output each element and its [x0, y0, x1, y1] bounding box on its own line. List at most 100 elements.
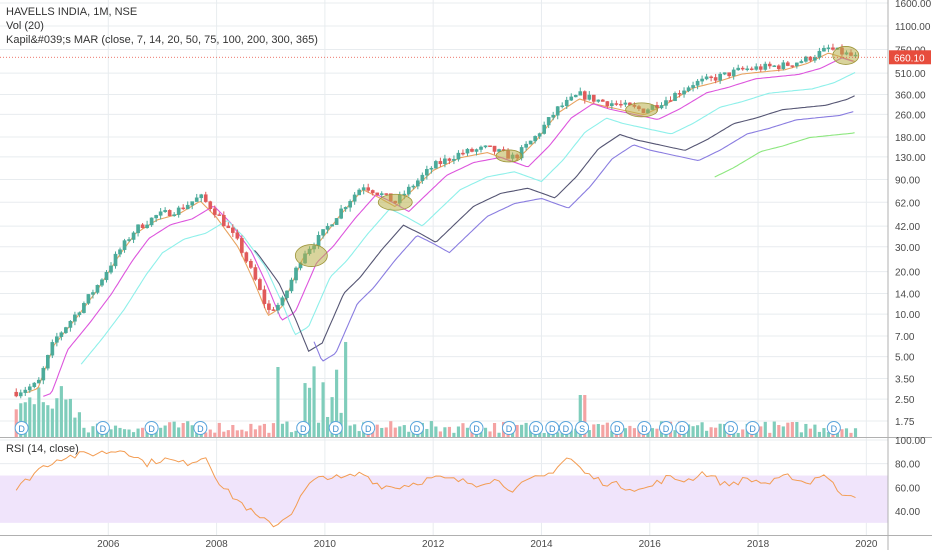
- dividend-marker[interactable]: D: [95, 421, 110, 435]
- symbol-title[interactable]: HAVELLS INDIA, 1M, NSE: [6, 6, 137, 18]
- dividend-marker[interactable]: D: [144, 421, 159, 435]
- candle-body: [267, 303, 271, 310]
- highlight-ellipse: [625, 102, 659, 118]
- dividend-marker[interactable]: D: [826, 421, 841, 435]
- candle-body: [194, 197, 199, 202]
- ma-line-ma-75: [254, 95, 855, 352]
- candle-body: [492, 145, 497, 152]
- volume-bar: [258, 425, 262, 437]
- candle-body: [578, 91, 583, 96]
- volume-bar: [235, 430, 239, 437]
- volume-bar: [122, 429, 127, 437]
- candle-body: [682, 90, 686, 95]
- time-tick-label: 2006: [97, 539, 120, 550]
- candle-body: [528, 140, 533, 145]
- dividend-marker[interactable]: D: [328, 421, 343, 435]
- volume-bar: [208, 429, 212, 437]
- candle-body: [68, 321, 73, 328]
- dividend-marker-circle: [409, 421, 424, 435]
- candle-body: [244, 252, 249, 262]
- candle-body: [208, 201, 213, 209]
- candle-body: [700, 78, 704, 82]
- volume-bar: [470, 430, 474, 437]
- candle-body: [749, 68, 754, 71]
- volume-bar: [696, 425, 700, 437]
- dividend-marker-circle: [659, 421, 673, 435]
- volume-bar: [204, 432, 208, 437]
- dividend-marker[interactable]: D: [745, 421, 760, 435]
- dividend-marker[interactable]: D: [659, 421, 673, 435]
- volume-bar: [781, 426, 785, 437]
- candle-body: [91, 292, 95, 295]
- dividend-marker-label: D: [18, 424, 25, 434]
- volume-bars: [14, 341, 858, 437]
- ma-line-ma-100: [313, 111, 854, 362]
- volume-bar: [452, 432, 456, 437]
- dividend-marker[interactable]: D: [361, 421, 376, 435]
- candle-body: [591, 94, 596, 102]
- candle-body: [727, 72, 732, 77]
- dividend-marker[interactable]: D: [529, 421, 544, 435]
- volume-bar: [700, 422, 704, 437]
- candle-body: [370, 190, 375, 194]
- volume-bar: [226, 430, 230, 437]
- candle-body: [790, 65, 795, 67]
- dividend-marker[interactable]: D: [501, 421, 516, 435]
- candle-body: [799, 61, 804, 64]
- dividend-marker[interactable]: D: [637, 421, 652, 435]
- volume-legend[interactable]: Vol (20): [6, 20, 44, 32]
- volume-bar: [714, 427, 718, 437]
- candle-body: [158, 211, 163, 216]
- volume-bar: [32, 404, 36, 437]
- candle-body: [582, 91, 587, 100]
- candle-body: [804, 56, 808, 62]
- price-tick-label: 42.00: [895, 222, 920, 233]
- candle-body: [614, 103, 619, 105]
- price-axis[interactable]: 1600.001100.00750.00510.00360.00260.0018…: [895, 0, 932, 428]
- dividend-marker[interactable]: D: [296, 421, 311, 435]
- volume-bar: [826, 432, 831, 437]
- time-tick-label: 2014: [530, 539, 553, 550]
- volume-bar: [596, 423, 600, 437]
- split-marker-label: S: [579, 424, 585, 434]
- candle-body: [136, 224, 140, 234]
- candle-body: [731, 69, 736, 77]
- candle-body: [384, 193, 389, 195]
- symbol-title-text: HAVELLS INDIA, 1M, NSE: [6, 6, 138, 18]
- time-axis[interactable]: 2006 2008 2010 2012 2014 2016 2018 2020: [97, 539, 878, 550]
- price-tick-label: 5.00: [895, 353, 915, 364]
- candle-body: [140, 224, 145, 229]
- dividend-marker[interactable]: D: [558, 421, 573, 435]
- candle-body: [226, 225, 231, 229]
- dividend-marker[interactable]: D: [469, 421, 484, 435]
- volume-bar: [515, 424, 519, 437]
- dividend-marker-label: D: [728, 424, 735, 434]
- candle-body: [41, 367, 46, 381]
- candle-body: [718, 73, 722, 81]
- volume-bar: [813, 424, 817, 437]
- dividend-marker[interactable]: D: [545, 421, 560, 435]
- dividend-marker-circle: [558, 421, 573, 435]
- price-tick-label: 360.00: [895, 90, 926, 101]
- volume-bar: [853, 428, 858, 437]
- volume-bar: [307, 387, 312, 437]
- dividend-marker[interactable]: D: [14, 421, 29, 435]
- candle-body: [596, 99, 601, 102]
- candle-body: [488, 145, 492, 147]
- dividend-marker-label: D: [641, 424, 648, 434]
- volume-bar: [772, 421, 776, 437]
- dividend-marker[interactable]: D: [409, 421, 424, 435]
- dividend-marker[interactable]: D: [193, 421, 208, 435]
- volume-bar: [556, 432, 560, 437]
- split-marker[interactable]: S: [575, 421, 590, 435]
- dividend-marker[interactable]: D: [610, 421, 625, 435]
- volume-bar: [55, 398, 59, 437]
- candle-body: [664, 100, 668, 106]
- rsi-legend[interactable]: RSI (14, close): [6, 443, 79, 455]
- dividend-marker[interactable]: D: [723, 421, 738, 435]
- mar-legend[interactable]: Kapil&#039;s MAR (close, 7, 14, 20, 50, …: [6, 34, 318, 46]
- dividend-marker[interactable]: D: [675, 421, 690, 435]
- dividend-markers[interactable]: D D D D D D D D D D D D D D D D D D D DS: [14, 421, 841, 435]
